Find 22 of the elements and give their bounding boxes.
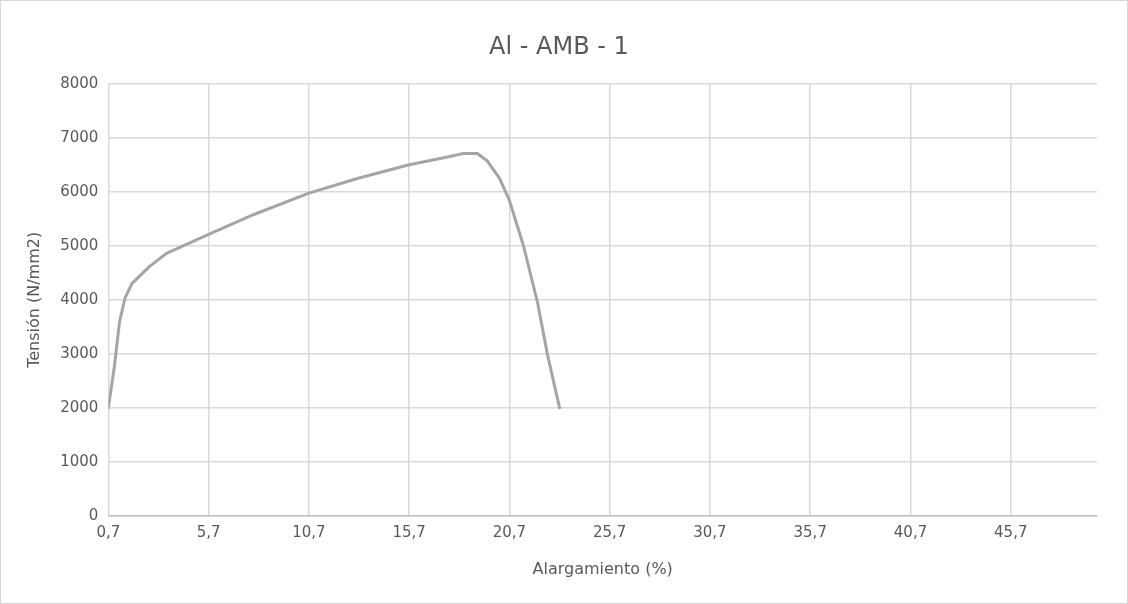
chart-title: Al - AMB - 1 [489, 31, 629, 60]
y-tick-label: 6000 [60, 181, 99, 200]
x-tick-label: 45,7 [994, 522, 1028, 541]
x-tick-label: 15,7 [392, 522, 426, 541]
x-tick-label: 35,7 [793, 522, 827, 541]
x-axis-title: Alargamiento (%) [532, 558, 673, 578]
y-axis-title: Tensión (N/mm2) [23, 231, 43, 369]
x-tick-label: 10,7 [292, 522, 326, 541]
x-tick-label: 0,7 [96, 522, 121, 541]
y-tick-label: 4000 [60, 289, 99, 308]
y-tick-label: 1000 [60, 451, 99, 470]
x-tick-label: 5,7 [196, 522, 221, 541]
x-tick-label: 40,7 [893, 522, 928, 541]
y-tick-label: 8000 [60, 73, 99, 92]
y-tick-label: 3000 [60, 343, 99, 362]
y-tick-label: 0 [88, 505, 99, 524]
x-tick-label: 20,7 [492, 522, 527, 541]
y-tick-label: 2000 [60, 397, 99, 416]
x-tick-label: 30,7 [693, 522, 727, 541]
x-tick-label: 25,7 [593, 522, 627, 541]
y-tick-label: 7000 [60, 127, 99, 146]
y-tick-label: 5000 [60, 235, 99, 254]
